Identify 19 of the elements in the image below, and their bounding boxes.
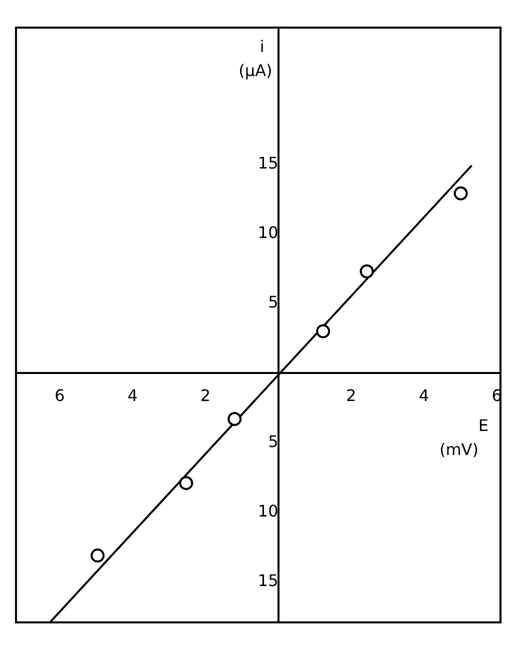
point [90,548,105,563]
y-tick-label: 5 [268,432,278,451]
point [228,412,242,426]
point [454,186,468,200]
x-tick-label: 4 [127,386,138,405]
y-tick-label: 15 [258,153,278,172]
y-axis-title: i (µA) [238,36,272,80]
y-tick-label: 10 [258,502,278,521]
y-tick-label: 15 [258,571,278,590]
y-tick-label: 5 [268,292,278,312]
x-axis-title: E (mV) [439,416,488,460]
x-tick-label: 2 [200,386,211,405]
point [179,476,194,490]
x-tick-label: 2 [346,386,356,405]
x-tick-label: 6 [54,386,65,405]
point [316,324,330,338]
x-tick-label: 4 [418,386,430,405]
point [360,264,374,278]
y-tick-label: 10 [258,222,278,242]
